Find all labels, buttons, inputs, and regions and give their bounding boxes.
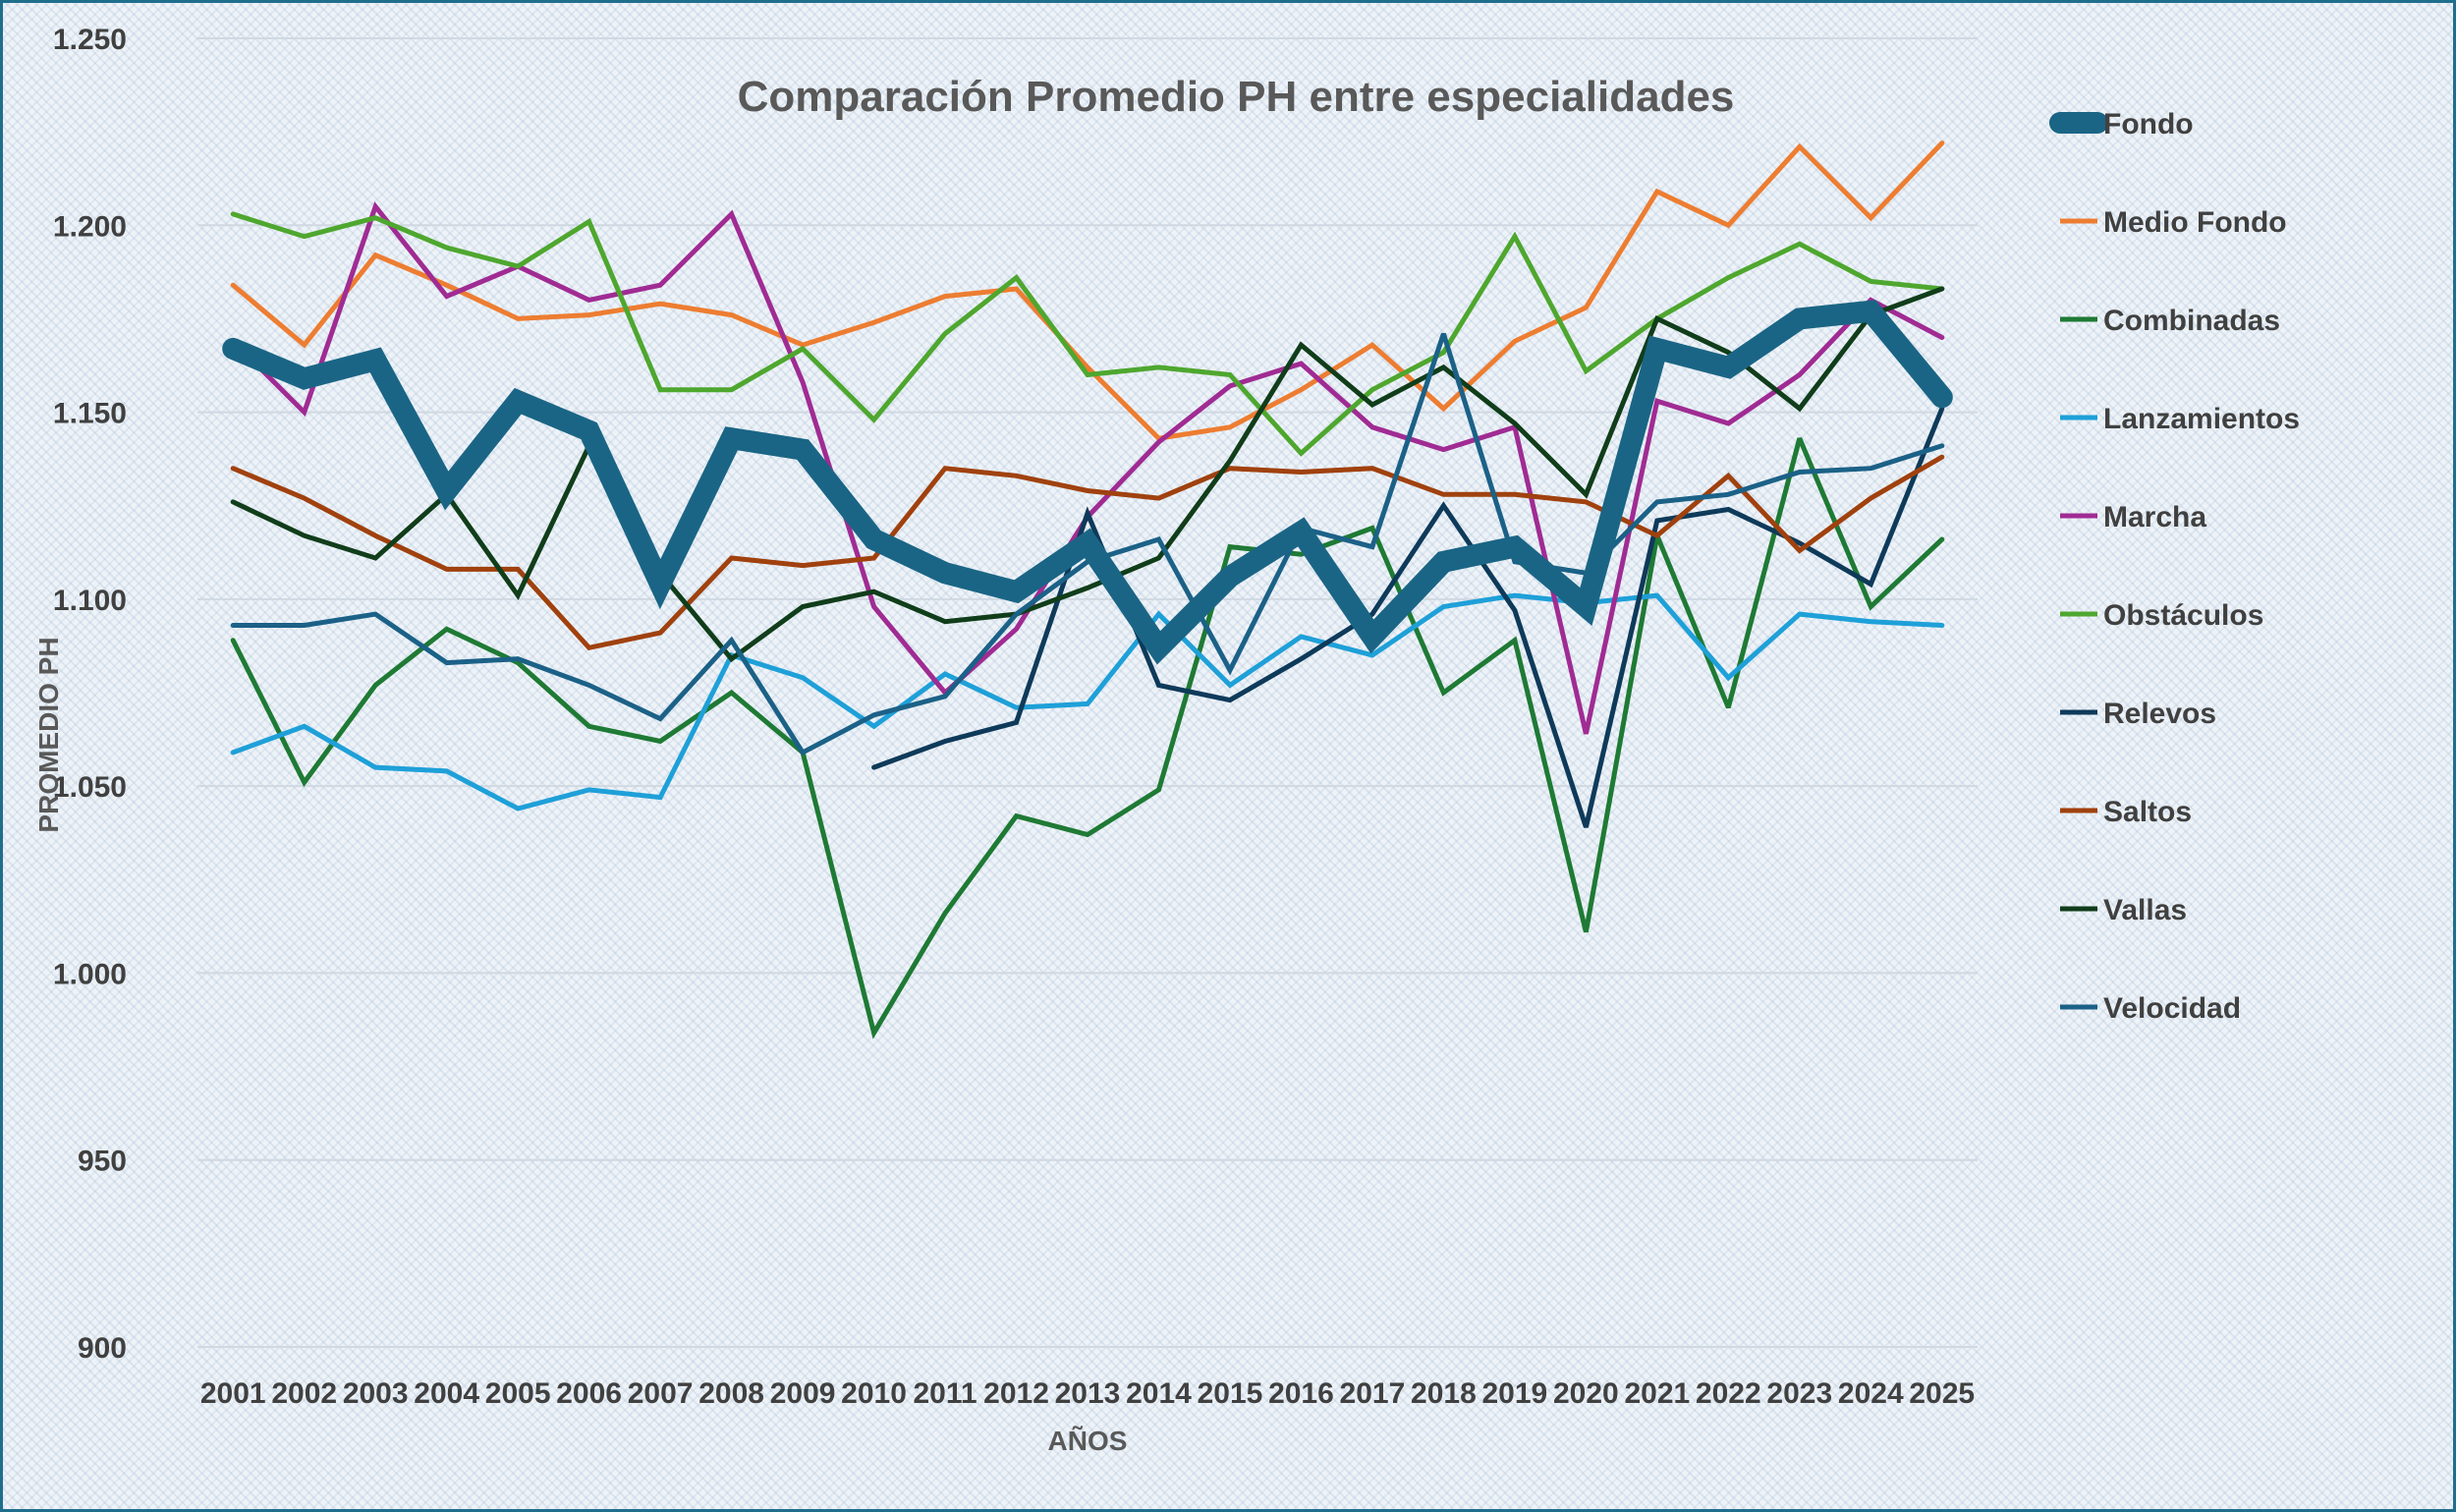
y-tick-label: 1.050 [53,771,127,804]
x-tick-label: 2015 [1198,1377,1263,1410]
legend-item[interactable]: Velocidad [2060,992,2241,1025]
x-tick-label: 2009 [770,1377,836,1410]
x-tick-label: 2017 [1340,1377,1406,1410]
y-tick-label: 1.250 [53,24,127,56]
y-tick-label: 1.150 [53,398,127,430]
x-tick-label: 2024 [1838,1377,1904,1410]
x-tick-label: 2012 [983,1377,1049,1410]
legend-label: Marcha [2103,501,2206,533]
x-tick-label: 2013 [1055,1377,1121,1410]
x-tick-label: 2021 [1624,1377,1690,1410]
legend-label: Fondo [2103,108,2194,140]
x-tick-label: 2003 [343,1377,409,1410]
x-tick-label: 2025 [1909,1377,1975,1410]
x-tick-label: 2011 [913,1377,977,1410]
y-axis-ticks: 900 950 1.000 1.050 1.100 1.150 1.200 1.250 [53,24,127,1365]
legend-label: Medio Fondo [2103,206,2287,239]
x-tick-label: 2016 [1268,1377,1334,1410]
y-tick-label: 950 [78,1146,127,1178]
legend-item[interactable]: Relevos [2060,698,2216,730]
legend-item[interactable]: Saltos [2060,796,2192,828]
legend-item[interactable]: Lanzamientos [2060,403,2300,435]
series-line-saltos [230,454,1945,651]
legend-label: Velocidad [2103,992,2241,1025]
x-tick-label: 2023 [1766,1377,1832,1410]
x-tick-label: 2004 [414,1377,479,1410]
legend-label: Saltos [2103,796,2192,828]
x-tick-label: 2018 [1411,1377,1477,1410]
x-axis-title: AÑOS [1048,1426,1128,1456]
x-tick-label: 2020 [1553,1377,1619,1410]
x-tick-label: 2008 [698,1377,764,1410]
line-chart: 900 950 1.000 1.050 1.100 1.150 1.200 1.250 200… [33,24,2300,1456]
y-tick-label: 1.100 [53,585,127,617]
x-tick-label: 2007 [628,1377,694,1410]
x-tick-label: 2022 [1696,1377,1761,1410]
series-line-combinadas [230,437,1945,1039]
legend-item[interactable]: Vallas [2060,894,2187,926]
x-axis-ticks: 2001 2002 2003 2004 2005 2006 2007 2008 2009 2010… [200,1377,1975,1410]
series-line-vallas [230,286,1945,663]
legend-item[interactable]: Fondo [2049,108,2194,140]
y-tick-label: 1.200 [53,210,127,243]
legend-label: Vallas [2103,894,2187,926]
legend-label: Combinadas [2103,305,2280,337]
x-tick-label: 2019 [1482,1377,1548,1410]
x-tick-label: 2001 [200,1377,266,1410]
series-line-medio-fondo [230,140,1945,441]
legend-label: Obstáculos [2103,599,2263,632]
legend-item[interactable]: Medio Fondo [2060,206,2287,239]
y-axis-title: PROMEDIO PH [33,637,64,832]
legend-item[interactable]: Obstáculos [2060,599,2263,632]
x-tick-label: 2010 [841,1377,907,1410]
series-line-lanzamientos [230,592,1945,812]
grid-lines [197,37,1978,1348]
y-tick-label: 1.000 [53,958,127,990]
series-line-relevos [871,406,1945,828]
series-lines [222,140,1953,1039]
legend-item[interactable]: Combinadas [2060,305,2280,337]
legend-item[interactable]: Marcha [2060,501,2206,533]
x-tick-label: 2014 [1126,1377,1192,1410]
series-line-fondo [222,300,1953,665]
legend: Fondo Medio Fondo Combinadas Lanzamientos Ma… [2049,108,2300,1025]
series-line-marcha [230,201,1945,735]
legend-label: Relevos [2103,698,2216,730]
y-tick-label: 900 [78,1332,127,1365]
x-tick-label: 2002 [271,1377,337,1410]
chart-title: Comparación Promedio PH entre especialid… [738,73,1735,121]
x-tick-label: 2005 [485,1377,551,1410]
x-tick-label: 2006 [556,1377,622,1410]
legend-label: Lanzamientos [2103,403,2300,435]
